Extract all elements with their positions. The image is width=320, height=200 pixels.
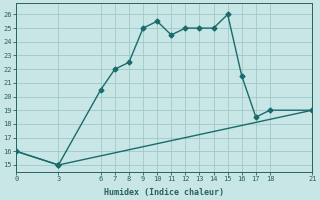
X-axis label: Humidex (Indice chaleur): Humidex (Indice chaleur) xyxy=(104,188,224,197)
